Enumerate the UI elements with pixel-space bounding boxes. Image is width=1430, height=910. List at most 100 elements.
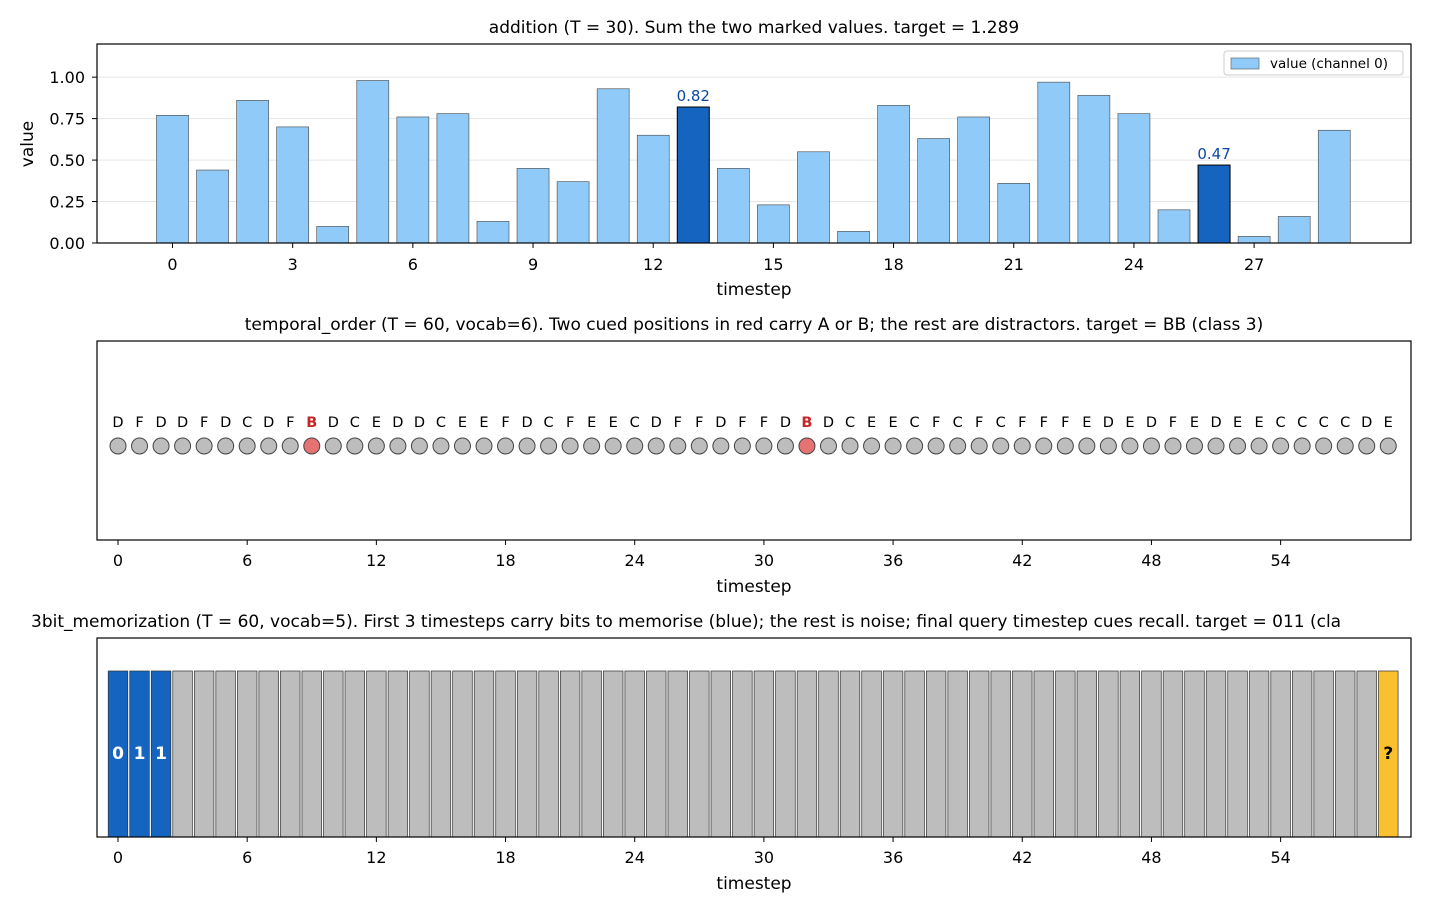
noise-cell [581,670,602,838]
noise-cell [1205,670,1227,838]
token-label: F [501,415,509,431]
token-marker [518,437,536,455]
noise-cell [1076,670,1098,838]
token-label: D [1361,415,1372,431]
noise-cell [1033,670,1054,838]
addition-bar-annotation: 0.82 [677,87,710,105]
addition-bar [276,126,309,244]
token-marker [174,437,192,455]
addition-annotations: 0.82 0.47 [677,87,1231,163]
noise-cell [882,670,904,838]
token-marker [540,437,558,455]
token-marker [1078,437,1096,455]
noise-cell [925,670,947,838]
noise-cell [409,670,430,838]
noise-cell [990,670,1011,838]
temporal-order-x-tick-label: 12 [366,551,386,570]
addition-x-tick-label: 15 [763,255,783,274]
addition-x-tick-label: 12 [643,255,663,274]
temporal-order-x-tick-label: 18 [495,551,515,570]
addition-bar [556,181,590,244]
token-label: F [286,415,294,431]
addition-x-tick-label: 9 [528,255,538,274]
token-marker [1013,437,1031,455]
addition-x-axis-label: timestep [716,280,791,300]
token-marker [410,437,428,455]
token-marker [131,437,149,455]
temporal-order-x-ticks: 0 6 12 18 24 30 36 42 48 54 [113,540,1291,570]
noise-cell [603,670,624,838]
token-label: F [1169,415,1177,431]
token-marker [217,437,235,455]
addition-bar [1317,129,1351,244]
temporal-order-x-tick-label: 6 [242,551,252,570]
token-marker [497,437,515,455]
noise-cell [559,670,581,838]
addition-bar-marked [676,106,710,244]
addition-bar [596,88,630,244]
noise-cell [710,670,731,838]
token-marker [819,437,837,455]
cued-token-marker [303,437,321,455]
legend-label: value (channel 0) [1270,56,1388,72]
token-marker [841,437,859,455]
memorization-title: 3bit_memorization (T = 60, vocab=5). Fir… [31,612,1341,632]
token-label: D [112,415,123,431]
cued-token-label: B [801,415,812,431]
token-marker [992,437,1010,455]
token-label: E [1082,415,1091,431]
token-label: E [458,415,467,431]
token-label: C [436,415,446,431]
token-marker [626,437,644,455]
noise-cell [689,670,710,838]
token-marker [109,437,127,455]
token-marker [1035,437,1053,455]
token-marker [324,437,342,455]
noise-cell [193,670,215,838]
token-label: C [350,415,360,431]
cued-token-label: B [306,415,317,431]
token-label: D [521,415,532,431]
memorization-x-tick-label: 48 [1141,848,1161,867]
memorization-x-tick-label: 6 [242,848,252,867]
noise-cell [839,670,861,838]
noise-cell [947,670,968,838]
token-marker [1056,437,1074,455]
token-label: D [715,415,726,431]
legend-swatch [1230,57,1260,70]
noise-cell [646,670,667,838]
token-marker [1358,437,1376,455]
token-marker [195,437,213,455]
token-marker [669,437,687,455]
token-label: D [651,415,662,431]
addition-y-ticks: 0.00 0.25 0.50 0.75 1.00 [49,68,97,253]
token-label: E [479,415,488,431]
addition-x-ticks: 0 3 6 9 12 15 18 21 24 27 [167,243,1264,274]
addition-y-tick-label: 0.00 [49,234,85,253]
token-label: D [155,415,166,431]
addition-bar [1237,236,1271,244]
noise-cell [1184,670,1205,838]
temporal-order-x-tick-label: 24 [625,551,645,570]
token-marker [1336,437,1354,455]
addition-y-tick-label: 1.00 [49,68,85,87]
token-marker [1121,437,1139,455]
noise-cell [732,670,753,838]
token-label: C [845,415,855,431]
token-label: E [372,415,381,431]
addition-x-tick-label: 24 [1124,255,1144,274]
noise-cell [1119,670,1141,838]
token-label: F [932,415,940,431]
token-label: F [1061,415,1069,431]
addition-bar [797,151,830,244]
temporal-order-x-axis-label: timestep [716,577,791,597]
addition-bar [196,169,229,244]
token-label: C [1340,415,1350,431]
addition-bar [1277,216,1311,244]
token-marker [949,437,967,455]
noise-cell [1335,670,1356,838]
token-label: D [780,415,791,431]
token-marker [1272,437,1290,455]
noise-cell [538,670,559,838]
noise-cell [1141,670,1162,838]
